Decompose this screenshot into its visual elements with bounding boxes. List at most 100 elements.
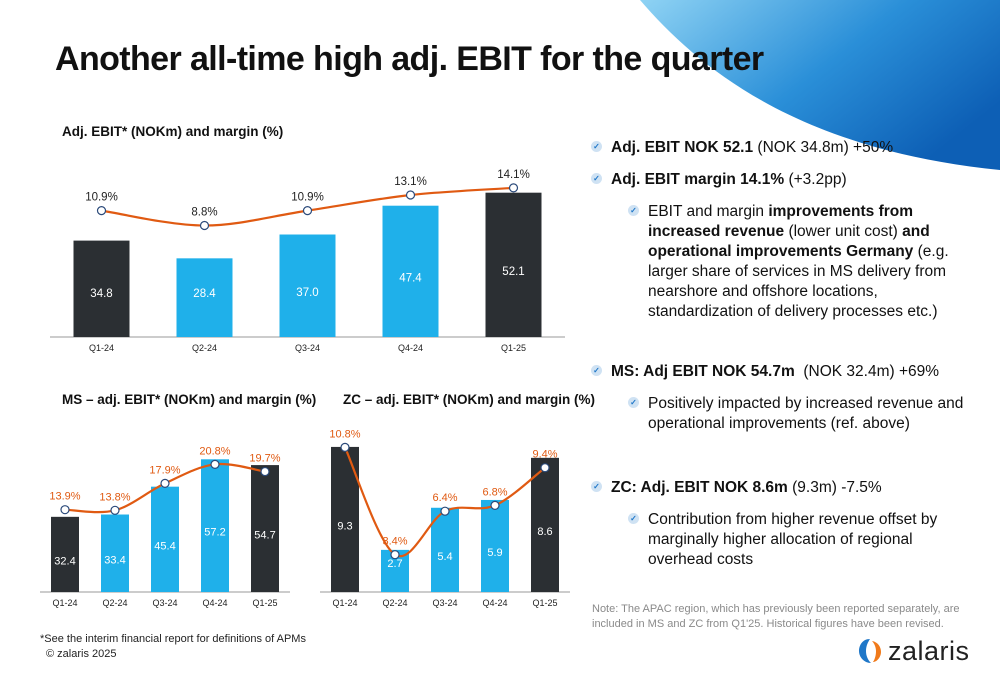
bullet-adj-ebit-margin: ✓ Adj. EBIT margin 14.1% (+3.2pp) — [591, 170, 981, 190]
bar-value-label: 52.1 — [502, 266, 524, 278]
copyright: © zalaris 2025 — [46, 648, 117, 660]
bar-Q1-25 — [531, 457, 559, 592]
margin-point — [160, 478, 170, 488]
check-icon: ✓ — [591, 365, 602, 376]
sub-text: (lower unit cost) — [784, 223, 903, 240]
bar-Q2-24 — [101, 514, 129, 592]
x-tick-label: Q3-24 — [152, 598, 177, 608]
bar-value-label: 5.9 — [487, 547, 502, 559]
margin-point — [405, 190, 416, 200]
margin-point — [96, 206, 107, 216]
bullet-adj-ebit: ✓ Adj. EBIT NOK 52.1 (NOK 34.8m) +50% — [591, 138, 981, 158]
margin-point — [508, 183, 519, 193]
x-tick-label: Q1-25 — [532, 598, 557, 608]
margin-value-label: 10.9% — [85, 192, 118, 204]
sub-bold: improvements from increased revenue — [648, 203, 914, 240]
sub-text: (e.g. larger share of services in MS del… — [648, 243, 949, 320]
bullet-text: (NOK 34.8m) +50% — [753, 139, 894, 156]
bar-value-label: 2.7 — [387, 558, 402, 570]
margin-point — [199, 220, 210, 231]
x-tick-label: Q4-24 — [202, 598, 227, 608]
bar-value-label: 33.4 — [104, 554, 125, 566]
page-title: Another all-time high adj. EBIT for the … — [55, 40, 764, 78]
bar-value-label: 28.4 — [193, 288, 216, 300]
bar-Q3-24 — [279, 234, 336, 337]
check-icon: ✓ — [591, 141, 602, 152]
margin-point — [390, 550, 400, 560]
margin-value-label: 6.8% — [482, 486, 507, 498]
bar-Q2-24 — [176, 258, 233, 337]
margin-value-label: 10.9% — [291, 192, 324, 204]
margin-point — [110, 505, 120, 515]
ms-chart-title: MS – adj. EBIT* (NOKm) and margin (%) — [62, 392, 317, 407]
x-tick-label: Q3-24 — [432, 598, 457, 608]
x-tick-label: Q1-24 — [52, 598, 77, 608]
margin-value-label: 13.1% — [394, 176, 427, 188]
sub-text: Positively impacted by increased revenue… — [648, 395, 964, 432]
zalaris-logo: zalaris — [858, 636, 970, 666]
margin-point — [60, 505, 70, 515]
bullet-bold: Adj. EBIT margin 14.1% — [611, 171, 785, 188]
bar-Q1-24 — [331, 446, 359, 592]
x-tick-label: Q2-24 — [102, 598, 127, 608]
check-icon: ✓ — [628, 513, 639, 524]
bar-Q1-25 — [251, 465, 279, 592]
bar-Q1-24 — [51, 516, 79, 592]
bar-value-label: 5.4 — [437, 551, 452, 563]
x-tick-label: Q3-24 — [295, 343, 320, 353]
margin-value-label: 10.8% — [329, 428, 360, 440]
bar-Q4-24 — [382, 205, 439, 337]
bar-value-label: 37.0 — [296, 287, 318, 299]
bullet-bold: Adj. EBIT NOK 52.1 — [611, 139, 754, 156]
bar-value-label: 57.2 — [204, 527, 225, 539]
bar-value-label: 54.7 — [254, 530, 275, 542]
main-chart-title: Adj. EBIT* (NOKm) and margin (%) — [62, 124, 284, 139]
margin-point — [490, 500, 500, 510]
margin-point — [210, 459, 220, 469]
bar-Q3-24 — [151, 486, 179, 592]
logo-text: zalaris — [888, 635, 970, 666]
bar-value-label: 47.4 — [399, 272, 422, 284]
bullet-zc-ebit: ✓ ZC: Adj. EBIT NOK 8.6m (9.3m) -7.5% — [591, 478, 981, 498]
x-tick-label: Q1-24 — [332, 598, 357, 608]
x-tick-label: Q1-25 — [501, 343, 526, 353]
sub-bullet-ms: ✓ Positively impacted by increased reven… — [628, 394, 980, 434]
margin-point — [340, 442, 350, 452]
sub-bold: and operational improvements Germany — [648, 223, 930, 260]
margin-value-label: 19.7% — [249, 453, 280, 465]
footnote-apac: Note: The APAC region, which has previou… — [592, 603, 960, 630]
zc-chart-title: ZC – adj. EBIT* (NOKm) and margin (%) — [343, 392, 596, 407]
bar-value-label: 34.8 — [90, 288, 112, 300]
margin-line — [344, 446, 546, 558]
bar-Q3-24 — [431, 507, 459, 592]
margin-point — [302, 206, 313, 216]
margin-value-label: 17.9% — [149, 464, 180, 476]
bullet-text: (NOK 32.4m) +69% — [794, 363, 940, 380]
margin-value-label: 20.8% — [199, 445, 230, 457]
bullet-text: (+3.2pp) — [784, 171, 847, 188]
margin-point — [260, 466, 270, 477]
sub-bullet-improvements: ✓ EBIT and margin improvements from incr… — [628, 202, 980, 322]
margin-value-label: 6.4% — [432, 492, 457, 504]
bar-Q4-24 — [481, 499, 509, 592]
margin-point — [440, 506, 450, 516]
x-tick-label: Q2-24 — [192, 343, 217, 353]
bar-Q1-24 — [73, 240, 130, 337]
margin-value-label: 3.4% — [382, 536, 407, 548]
bar-Q1-25 — [485, 192, 542, 337]
x-tick-label: Q2-24 — [382, 598, 407, 608]
bullet-ms-ebit: ✓ MS: Adj EBIT NOK 54.7m (NOK 32.4m) +69… — [591, 362, 981, 382]
x-tick-label: Q1-24 — [89, 343, 114, 353]
x-tick-label: Q4-24 — [482, 598, 507, 608]
sub-bullet-zc: ✓ Contribution from higher revenue offse… — [628, 510, 980, 570]
bullet-bold: MS: Adj EBIT NOK 54.7m — [611, 363, 795, 380]
check-icon: ✓ — [591, 481, 602, 492]
bullet-text: (9.3m) -7.5% — [787, 479, 882, 496]
sub-text: EBIT and margin — [648, 203, 769, 220]
x-tick-label: Q1-25 — [252, 598, 277, 608]
margin-value-label: 13.9% — [49, 491, 80, 503]
bar-value-label: 45.4 — [154, 540, 175, 552]
